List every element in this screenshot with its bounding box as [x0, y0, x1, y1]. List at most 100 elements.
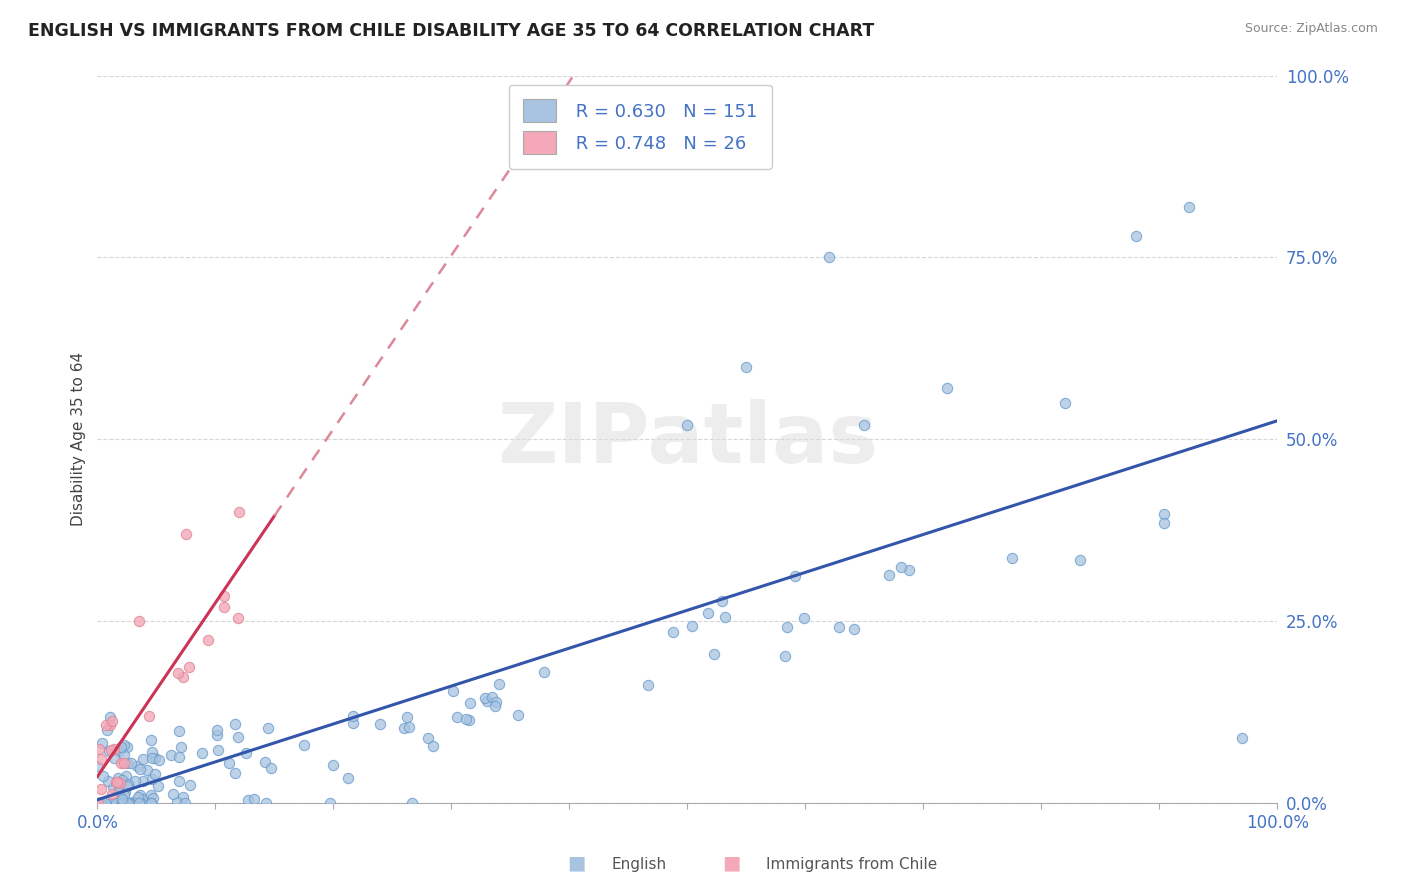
Point: [1178, 200, 1201, 214]
Point: [897, 563, 920, 577]
Point: [125, 797, 148, 811]
Point: [90, 797, 112, 811]
Point: [139, 788, 162, 802]
Point: [191, 746, 214, 760]
Point: [205, 728, 228, 742]
Point: [418, 731, 440, 745]
Point: [110, 791, 132, 805]
Point: [117, 777, 139, 791]
Text: ZIPatlas: ZIPatlas: [496, 399, 877, 480]
Point: [124, 773, 146, 788]
Point: [100, 743, 122, 757]
Point: [661, 625, 683, 640]
Point: [139, 797, 162, 811]
Text: English: English: [612, 857, 666, 872]
Point: [111, 797, 134, 811]
Point: [1230, 731, 1253, 745]
Point: [108, 783, 131, 797]
Point: [422, 739, 444, 753]
Point: [128, 615, 150, 629]
Point: [167, 750, 190, 764]
Point: [342, 716, 364, 731]
Point: [111, 772, 134, 787]
Point: [90, 782, 112, 797]
Point: [117, 797, 139, 811]
Point: [112, 789, 135, 803]
Point: [108, 776, 131, 790]
Point: [159, 747, 181, 762]
Point: [101, 787, 124, 801]
Point: [108, 792, 131, 806]
Point: [108, 744, 131, 758]
Point: [143, 766, 166, 780]
Point: [207, 743, 229, 757]
Point: [368, 716, 391, 731]
Point: [112, 756, 135, 771]
Text: Immigrants from Chile: Immigrants from Chile: [766, 857, 938, 872]
Point: [228, 505, 250, 519]
Point: [131, 752, 153, 766]
Point: [112, 797, 135, 811]
Point: [166, 666, 188, 681]
Point: [256, 797, 278, 811]
Point: [118, 797, 141, 811]
Point: [98, 710, 121, 724]
Point: [828, 620, 851, 634]
Point: [460, 697, 482, 711]
Point: [128, 762, 150, 776]
Point: [87, 742, 110, 756]
Point: [322, 757, 344, 772]
Point: [224, 766, 246, 780]
Point: [128, 797, 150, 811]
Point: [257, 722, 280, 736]
Point: [484, 698, 506, 713]
Text: ■: ■: [567, 854, 586, 872]
Point: [474, 691, 496, 706]
Point: [139, 733, 162, 747]
Point: [214, 589, 236, 603]
Point: [108, 784, 131, 798]
Point: [342, 709, 364, 723]
Y-axis label: Disability Age 35 to 64: Disability Age 35 to 64: [72, 352, 86, 526]
Point: [103, 797, 125, 811]
Point: [475, 694, 498, 708]
Point: [115, 756, 138, 771]
Point: [111, 797, 134, 811]
Point: [793, 611, 815, 625]
Point: [169, 774, 191, 789]
Point: [131, 792, 153, 806]
Point: [890, 560, 912, 574]
Point: [197, 632, 219, 647]
Point: [711, 594, 734, 608]
Point: [877, 568, 900, 582]
Point: [936, 381, 959, 395]
Point: [135, 763, 157, 777]
Point: [94, 797, 117, 811]
Point: [129, 788, 152, 802]
Point: [205, 723, 228, 737]
Point: [138, 709, 160, 723]
Point: [143, 751, 166, 765]
Point: [129, 797, 152, 811]
Point: [681, 619, 703, 633]
Point: [141, 746, 163, 760]
Point: [115, 779, 138, 793]
Point: [172, 789, 194, 804]
Point: [132, 773, 155, 788]
Point: [243, 792, 266, 806]
Point: [212, 599, 235, 614]
Point: [170, 740, 193, 755]
Point: [115, 740, 138, 755]
Point: [114, 769, 136, 783]
Point: [146, 779, 169, 793]
Point: [253, 755, 276, 769]
Point: [120, 756, 142, 771]
Point: [90, 797, 112, 811]
Point: [441, 684, 464, 698]
Point: [90, 752, 112, 766]
Point: [259, 761, 281, 775]
Point: [226, 611, 249, 625]
Point: [783, 568, 806, 582]
Point: [773, 649, 796, 664]
Point: [105, 775, 128, 789]
